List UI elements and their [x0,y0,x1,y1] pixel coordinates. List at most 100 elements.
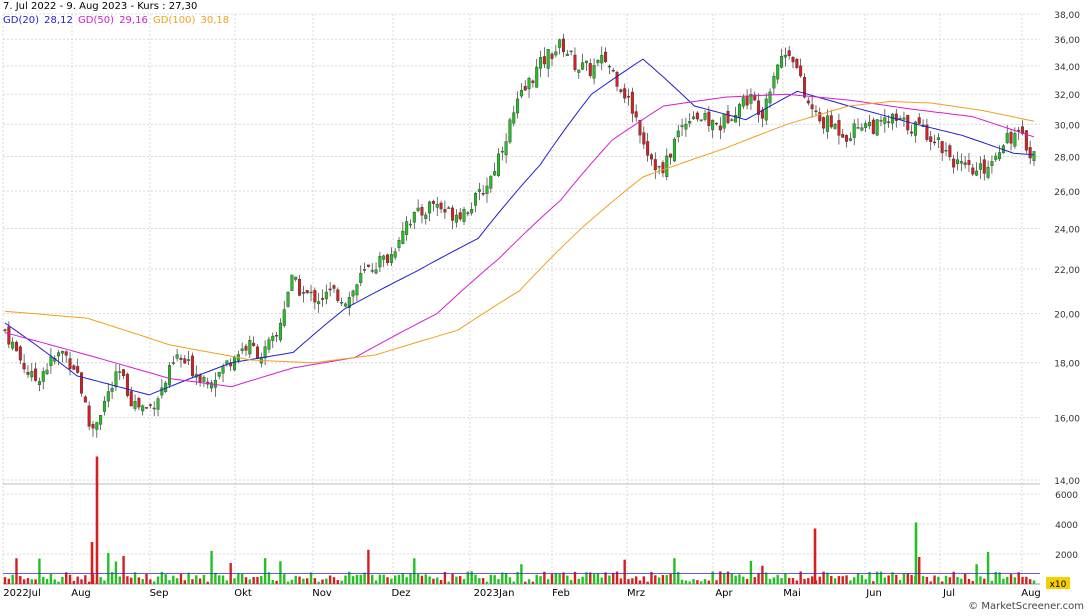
candle-body [952,158,956,168]
candle-body [22,362,26,370]
volume-bar [933,575,936,584]
volume-bar [508,577,512,584]
volume-bar [305,578,309,584]
volume-bar [592,574,596,584]
x-tick-label: Aug [71,588,91,599]
candle-body [726,110,730,124]
volume-bar [527,579,531,584]
volume-bar [627,579,630,584]
volume-bar [539,576,542,584]
volume-bar [937,576,940,584]
candle-body [852,123,856,138]
price-tick-label: 26,00 [1054,188,1080,198]
volume-bar [677,572,680,584]
candle-body [347,297,351,308]
candle-body [64,351,68,356]
candle-body [320,298,324,300]
volume-bar [726,571,730,584]
volume-bar [520,564,523,584]
volume-spike-bar [914,522,918,584]
candle-body [883,117,887,124]
volume-bar [103,580,106,584]
candle-body [7,326,11,345]
volume-bar [302,578,305,584]
volume-bar [179,573,183,584]
candle-body [179,357,183,360]
candle-body [431,201,435,204]
candle-body [539,57,543,69]
candle-body [68,358,72,369]
volume-bar [948,577,952,584]
candle-body [477,189,481,192]
x-tick-label: Sep [150,588,169,599]
volume-bar [665,575,668,584]
volume-bar [290,579,294,584]
volume-bar [428,576,431,584]
volume-bar [841,576,844,584]
price-tick-label: 34,00 [1054,63,1080,73]
candle-body [263,346,267,359]
volume-bar [252,576,255,584]
volume-bar [7,578,11,584]
candle-body [447,207,451,209]
candle-body [340,301,344,304]
candle-body [145,407,149,409]
volume-bar [325,578,328,584]
candle-body [967,160,971,165]
candle-body [917,117,921,124]
candle-body [470,209,474,214]
volume-bar [198,578,202,584]
candle-body [190,355,194,377]
candle-body [122,369,126,376]
volume-bar [118,576,121,584]
candle-body [688,121,692,124]
volume-bar [581,576,584,584]
candle-body [776,64,780,80]
candle-body [936,137,940,140]
volume-bar [512,581,515,584]
volume-bar [61,576,64,584]
candle-body [370,270,374,272]
volume-bar [822,571,825,584]
volume-bar [745,578,749,584]
volume-bar [944,575,948,584]
volume-bar [436,577,439,584]
candle-body [301,292,305,294]
candle-body [60,351,64,354]
candle-body [106,391,110,402]
candle-body [1024,130,1028,151]
candle-body [986,166,990,178]
candle-body [550,53,554,59]
volume-spike-bar [813,528,817,584]
volume-bar [1025,576,1028,584]
volume-bar [30,579,33,584]
volume-bar [1032,580,1036,584]
volume-bar [107,552,110,584]
candle-body [948,145,952,157]
candle-body [642,132,646,145]
volume-bar [810,576,814,584]
volume-bar [466,571,470,584]
candle-body [424,214,428,219]
candle-body [248,340,252,355]
volume-bar [393,575,397,584]
volume-bar [864,579,867,584]
volume-bar [294,575,297,584]
volume-bar [195,575,198,584]
volume-bar [780,578,783,584]
candle-body [634,111,638,118]
candle-body [305,290,309,294]
candle-body [604,51,608,62]
volume-bar [367,549,370,584]
candle-body [898,118,902,120]
candle-body [584,60,588,64]
x-tick-label: Mrz [627,588,645,599]
volume-bar [321,579,324,584]
candle-body [929,136,933,142]
candle-body [722,113,726,129]
candle-body [619,89,623,92]
legend-gd50-value: 29,16 [119,15,148,26]
candle-body [298,279,302,296]
volume-bar [202,574,206,584]
volume-bar [455,576,458,584]
